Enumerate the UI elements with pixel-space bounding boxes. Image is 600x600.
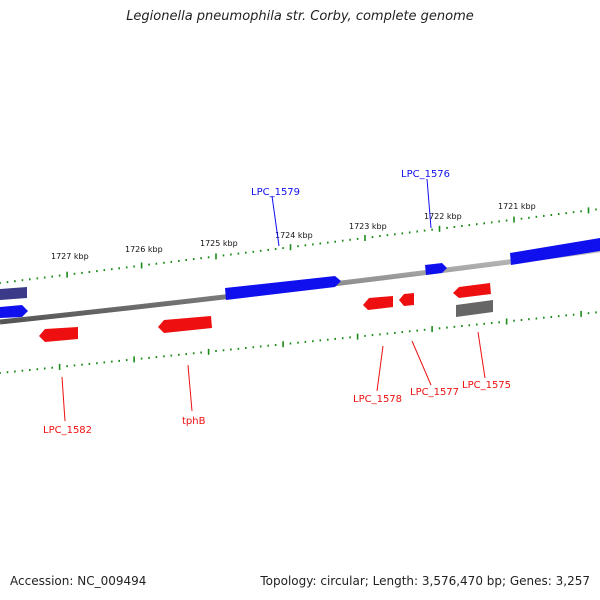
- label-lpc-1582[interactable]: LPC_1582: [43, 425, 92, 436]
- scale-label-1726: 1726 kbp: [125, 245, 163, 254]
- scale-label-1723: 1723 kbp: [349, 222, 387, 231]
- scale-label-1727: 1727 kbp: [51, 252, 89, 261]
- lower-scale-ticks: [0, 310, 597, 374]
- scale-label-1722: 1722 kbp: [424, 212, 462, 221]
- scale-labels: 1727 kbp 1726 kbp 1725 kbp 1724 kbp 1723…: [51, 202, 536, 261]
- upper-scale-ticks: [0, 207, 597, 284]
- gene-lpc-1576[interactable]: [425, 263, 447, 275]
- gene-lpc-1575[interactable]: [453, 283, 491, 298]
- label-lpc-1579[interactable]: LPC_1579: [251, 187, 300, 198]
- gene-labels: LPC_1579 LPC_1576 LPC_1582 tphB LPC_1578…: [43, 169, 511, 436]
- scale-label-1721: 1721 kbp: [498, 202, 536, 211]
- gene-right-forward[interactable]: [510, 238, 600, 265]
- gene-lpc-1578[interactable]: [363, 296, 393, 310]
- leader-lpc-1575: [477, 331, 486, 379]
- gene-lpc-1579[interactable]: [225, 276, 341, 300]
- forward-strand-features: [0, 238, 600, 300]
- accession-text: Accession: NC_009494: [10, 574, 147, 588]
- label-lpc-1575[interactable]: LPC_1575: [462, 380, 511, 391]
- feature-gray-right[interactable]: [456, 300, 493, 317]
- gene-tphb[interactable]: [158, 316, 212, 333]
- label-tphb[interactable]: tphB: [182, 416, 206, 427]
- gene-lpc-1577[interactable]: [399, 293, 414, 306]
- label-lpc-1576[interactable]: LPC_1576: [401, 169, 450, 180]
- feature-dark-left[interactable]: [0, 287, 27, 300]
- leader-lpc-1576: [426, 178, 432, 229]
- scale-label-1725: 1725 kbp: [200, 239, 238, 248]
- label-lpc-1577[interactable]: LPC_1577: [410, 387, 459, 398]
- gene-left-reverse[interactable]: [0, 305, 28, 318]
- genome-summary-text: Topology: circular; Length: 3,576,470 bp…: [260, 574, 590, 588]
- map-title: Legionella pneumophila str. Corby, compl…: [126, 9, 474, 24]
- scale-label-1724: 1724 kbp: [275, 231, 313, 240]
- leader-lpc-1577: [411, 340, 432, 386]
- leader-lpc-1579: [271, 195, 280, 247]
- leader-lpc-1582: [61, 376, 66, 422]
- reverse-strand-features: [0, 283, 493, 342]
- leader-lines: [61, 178, 486, 422]
- gene-lpc-1582[interactable]: [39, 327, 78, 342]
- leader-tphb: [187, 364, 193, 412]
- label-lpc-1578[interactable]: LPC_1578: [353, 394, 402, 405]
- leader-lpc-1578: [376, 345, 384, 392]
